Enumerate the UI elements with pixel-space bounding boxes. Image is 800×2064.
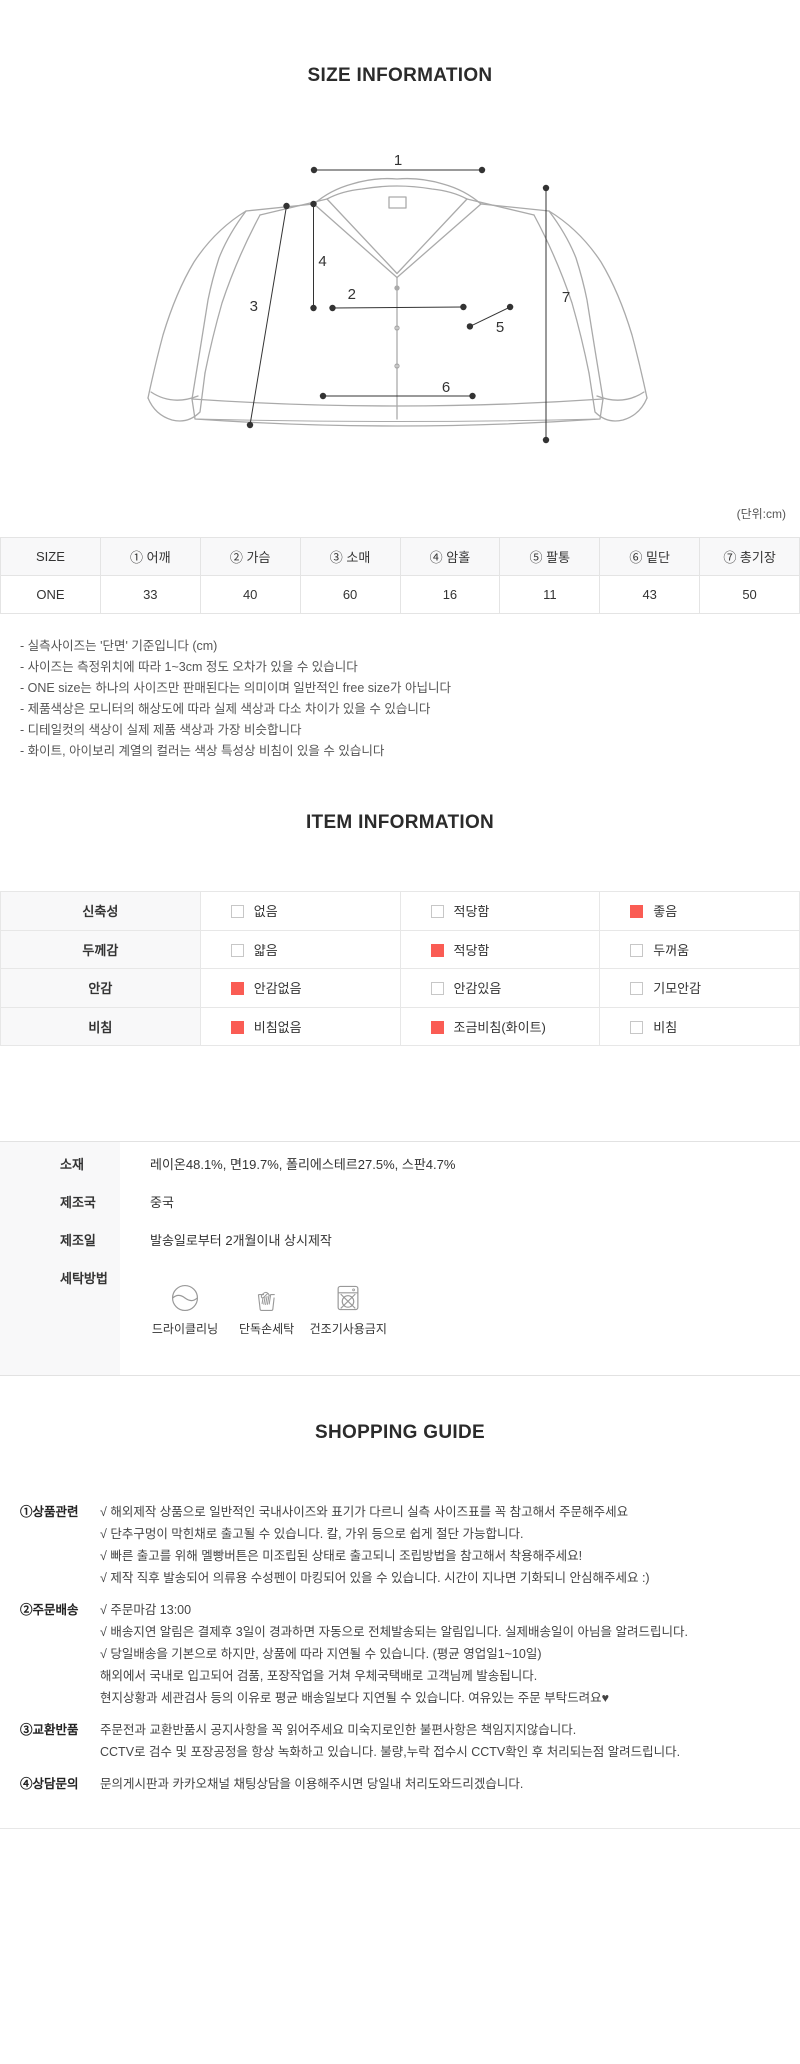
- svg-text:6: 6: [442, 379, 450, 396]
- svg-text:3: 3: [250, 298, 258, 315]
- svg-text:7: 7: [562, 289, 570, 306]
- svg-text:5: 5: [496, 319, 504, 336]
- svg-text:4: 4: [318, 253, 326, 270]
- svg-text:2: 2: [348, 286, 356, 303]
- svg-text:1: 1: [394, 152, 402, 169]
